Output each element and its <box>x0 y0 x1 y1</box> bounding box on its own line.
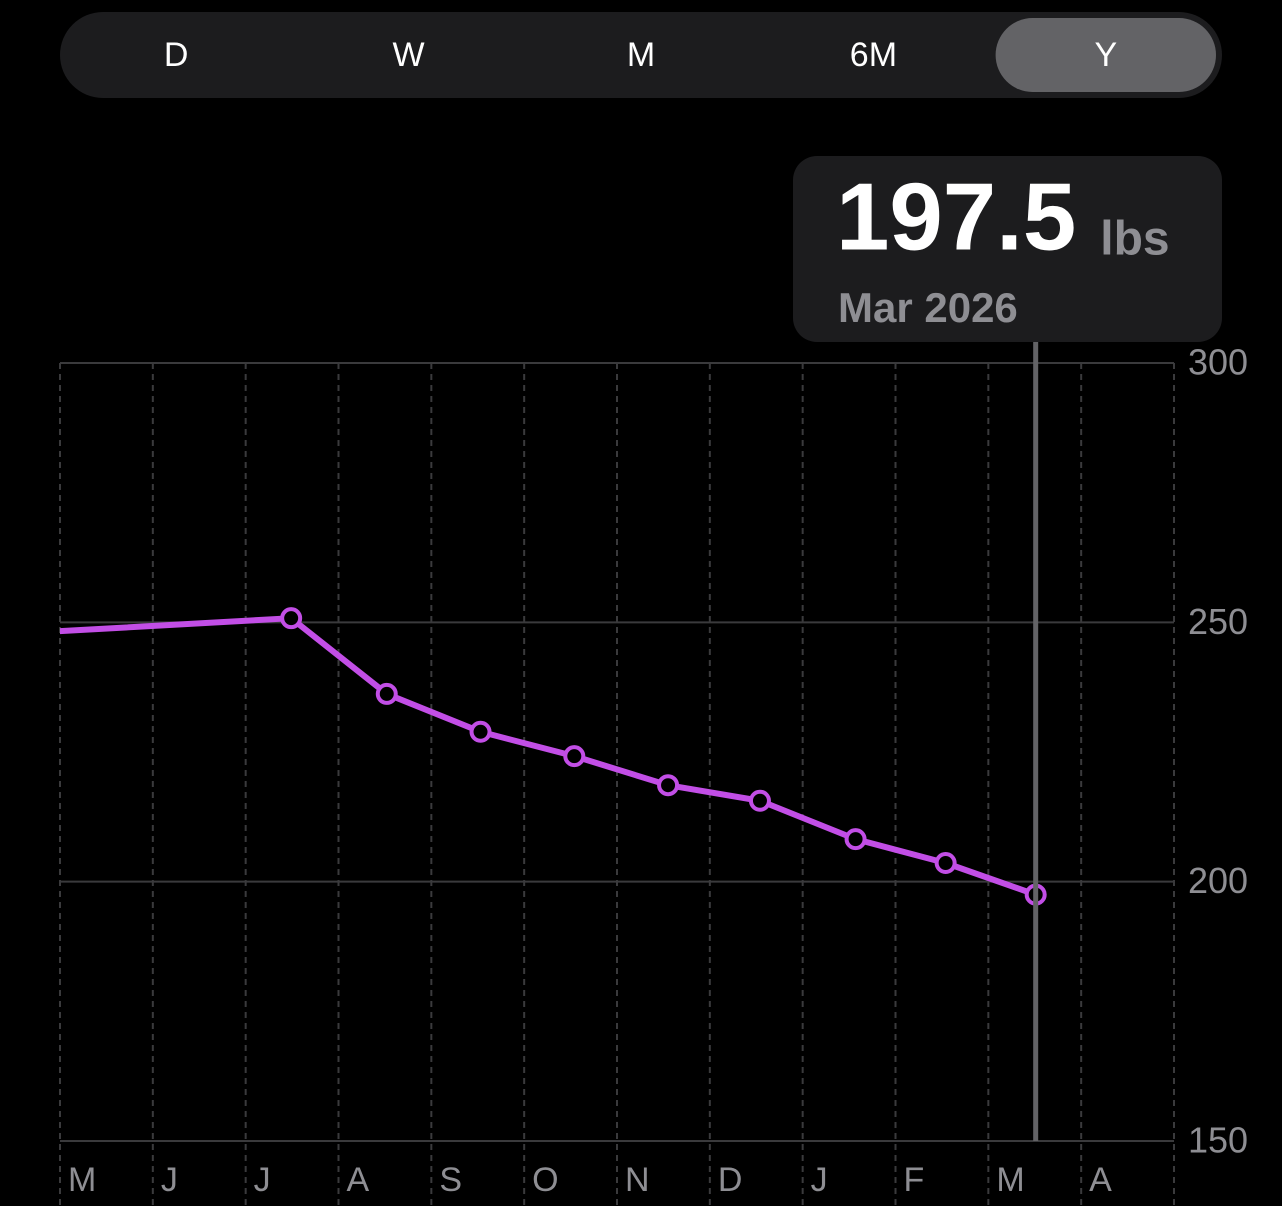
x-tick-label: M <box>996 1161 1024 1199</box>
x-tick-label: D <box>718 1161 743 1199</box>
range-option[interactable]: Y <box>1094 36 1117 74</box>
point <box>844 828 867 851</box>
y-tick-label: 200 <box>1188 860 1248 901</box>
range-option[interactable]: M <box>627 36 655 74</box>
x-tick-label: S <box>439 1161 462 1199</box>
selected-segment[interactable] <box>995 18 1216 92</box>
x-tick-label: J <box>811 1161 828 1199</box>
point <box>657 774 680 797</box>
point <box>375 682 398 705</box>
x-tick-label: M <box>68 1161 96 1199</box>
line <box>60 615 1037 898</box>
callout-date: Mar 2026 <box>838 284 1018 331</box>
range-option[interactable]: W <box>393 36 425 74</box>
point <box>280 607 303 630</box>
callout-value: 197.5 <box>836 163 1076 270</box>
y-tick-label: 250 <box>1188 601 1248 642</box>
x-tick-label: A <box>347 1161 370 1199</box>
callout-unit: lbs <box>1100 213 1169 266</box>
point <box>469 720 492 743</box>
range-option[interactable]: 6M <box>850 36 897 74</box>
x-tick-label: O <box>532 1161 558 1199</box>
x-tick-label: F <box>904 1161 925 1199</box>
range-control <box>60 12 1222 98</box>
x-tick-label: A <box>1089 1161 1112 1199</box>
point <box>748 789 771 812</box>
range-option[interactable]: D <box>164 36 189 74</box>
point <box>934 851 957 874</box>
y-tick-label: 150 <box>1188 1120 1248 1161</box>
x-tick-label: J <box>161 1161 178 1199</box>
y-tick-label: 300 <box>1188 342 1248 383</box>
point <box>563 745 586 768</box>
x-tick-label: J <box>254 1161 271 1199</box>
point <box>5 625 23 643</box>
x-tick-label: N <box>625 1161 650 1199</box>
callout <box>793 156 1222 342</box>
